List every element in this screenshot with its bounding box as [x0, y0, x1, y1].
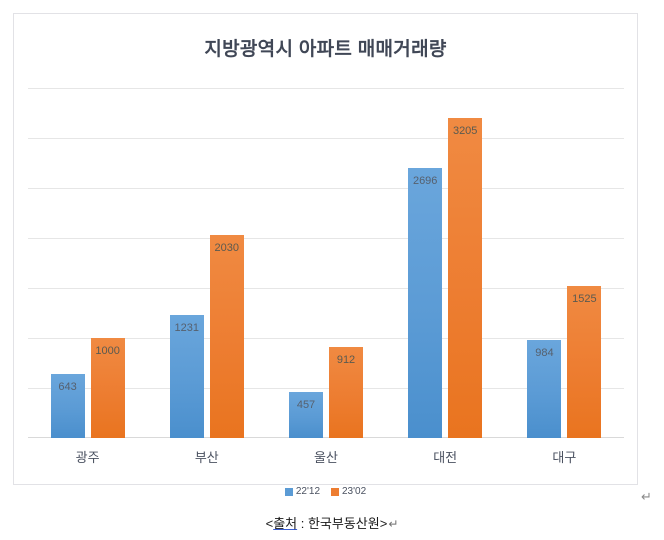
plot-area: 643 1000 1231 2030 457 912 2696 3205 984 1525 — [28, 88, 624, 438]
bar-대구-23'02[interactable]: 1525 — [567, 285, 602, 438]
category-label-광주: 광주 — [75, 450, 100, 465]
legend-item-23'02[interactable]: 23'02 — [331, 486, 366, 497]
bar-group: 2696 3205 — [408, 88, 483, 438]
gridline — [28, 138, 624, 139]
document-return-icon: ↵ — [641, 489, 652, 504]
category-label-울산: 울산 — [314, 450, 338, 465]
legend-label: 22'12 — [295, 486, 320, 497]
bar-부산-22'12[interactable]: 1231 — [169, 314, 204, 438]
bar-대전-23'02[interactable]: 3205 — [448, 117, 483, 438]
bar-group: 984 1525 — [527, 88, 602, 438]
paragraph-return-icon: ↵ — [388, 517, 399, 531]
bar-value-label: 912 — [336, 353, 356, 366]
bar-value-label: 643 — [58, 380, 77, 393]
bar-울산-22'12[interactable]: 457 — [289, 392, 323, 438]
caption-prefix: < — [265, 516, 274, 531]
bar-group: 643 1000 — [50, 88, 125, 438]
gridline — [28, 238, 624, 239]
chart-title: 지방광역시 아파트 매매거래량 — [204, 39, 447, 60]
bar-value-label: 984 — [535, 346, 554, 359]
legend-swatch-icon — [284, 487, 293, 496]
bar-value-label: 1525 — [572, 292, 597, 305]
source-caption: <출처 : 한국부동산원>↵ — [0, 513, 664, 532]
category-label-대구: 대구 — [552, 450, 577, 465]
bar-부산-23'02[interactable]: 2030 — [209, 235, 244, 438]
bar-value-label: 2030 — [214, 242, 240, 254]
caption-separator: : — [297, 516, 308, 531]
category-axis: 광주 부산 울산 대전 대구 — [28, 440, 624, 468]
bar-울산-23'02[interactable]: 912 — [329, 346, 363, 438]
bar-광주-22'12[interactable]: 643 — [50, 373, 85, 438]
caption-source-name: 한국부동산원 — [307, 516, 380, 531]
bar-value-label: 1231 — [174, 321, 200, 334]
chart-container[interactable]: 지방광역시 아파트 매매거래량 643 1000 1231 2030 457 912 269… — [13, 13, 638, 497]
bar-value-label: 3205 — [452, 124, 478, 137]
chart-legend[interactable]: 22'12 23'02 — [14, 486, 637, 497]
bar-group: 457 912 — [289, 88, 363, 438]
legend-label: 23'02 — [342, 486, 367, 497]
gridline — [28, 338, 624, 339]
category-label-부산: 부산 — [194, 450, 219, 465]
bar-대전-22'12[interactable]: 2696 — [408, 168, 443, 438]
bars-layer: 643 1000 1231 2030 457 912 2696 3205 984 1525 — [28, 88, 624, 438]
bar-value-label: 2696 — [412, 175, 438, 188]
caption-suffix: > — [379, 516, 388, 531]
bar-value-label: 457 — [296, 399, 316, 412]
gridline — [28, 388, 624, 389]
bar-value-label: 1000 — [95, 345, 120, 357]
category-label-대전: 대전 — [433, 450, 458, 465]
legend-item-22'12[interactable]: 22'12 — [284, 486, 320, 497]
bar-대구-22'12[interactable]: 984 — [527, 339, 562, 438]
caption-source-word: 출처 — [273, 516, 298, 531]
legend-swatch-icon — [331, 487, 339, 496]
gridline — [28, 88, 624, 89]
gridline — [28, 288, 624, 289]
bar-group: 1231 2030 — [169, 88, 244, 438]
gridline — [28, 188, 624, 189]
bar-광주-23'02[interactable]: 1000 — [90, 338, 125, 438]
axis-baseline — [28, 437, 624, 438]
